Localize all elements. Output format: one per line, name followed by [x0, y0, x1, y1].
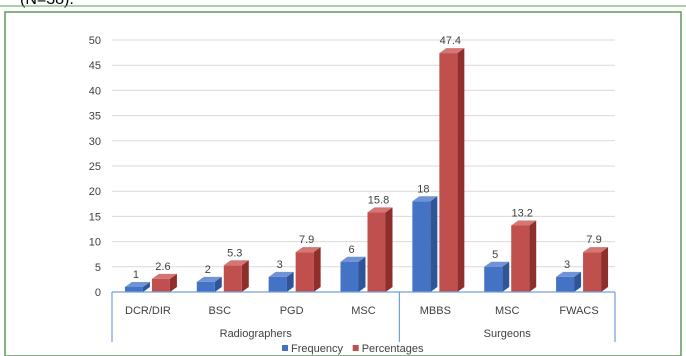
bar-top-face	[511, 220, 537, 226]
data-label: 15.8	[368, 194, 389, 206]
x-tick-label: FWACS	[559, 305, 598, 317]
bar-side-face	[286, 271, 294, 292]
data-label: 47.4	[440, 35, 461, 47]
data-label: 18	[417, 183, 429, 195]
bar-side-face	[601, 247, 609, 292]
bar	[412, 201, 431, 292]
legend-label: Frequency	[291, 343, 343, 355]
bar	[511, 225, 530, 292]
bar-side-face	[457, 48, 465, 292]
bar-top-face	[124, 281, 150, 287]
bars	[124, 48, 609, 292]
data-label: 3	[564, 259, 570, 271]
data-label: 3	[277, 259, 283, 271]
x-tick-label: DCR/DIR	[125, 305, 171, 317]
data-label: 1	[133, 269, 139, 281]
data-label: 2.6	[155, 261, 170, 273]
caption-text: (N=38).	[20, 0, 74, 9]
x-tick-label: MBBS	[420, 305, 451, 317]
bar-side-face	[529, 220, 537, 292]
bar	[439, 53, 458, 292]
bar	[583, 252, 602, 292]
y-tick-label: 10	[89, 237, 101, 249]
y-tick-label: 35	[89, 111, 101, 123]
y-tick-label: 30	[89, 136, 101, 148]
bar-side-face	[502, 261, 510, 292]
category-axis: DCR/DIR BSC PGD MSC MBBS MSC FWACS Radiographer…	[111, 291, 616, 342]
bar	[367, 212, 386, 292]
bar-side-face	[142, 281, 150, 292]
data-label: 13.2	[512, 207, 533, 219]
y-tick-label: 15	[89, 211, 101, 223]
bar	[151, 278, 170, 292]
bar-side-face	[574, 271, 582, 292]
data-labels: 1 2.6 2 5.3 3 7.9 6 15.8 18 47.4 5 13.2 3 7.9	[133, 35, 602, 281]
data-label: 2	[205, 264, 211, 276]
bar	[196, 281, 215, 292]
y-tick-label: 25	[89, 161, 101, 173]
bar-side-face	[169, 273, 177, 292]
data-label: 7.9	[586, 234, 601, 246]
y-tick-label: 0	[95, 287, 101, 299]
data-label: 7.9	[299, 234, 314, 246]
bar	[295, 252, 314, 292]
bar-top-face	[340, 256, 366, 262]
bar-side-face	[385, 207, 393, 292]
y-tick-label: 5	[95, 262, 101, 274]
bar-top-face	[196, 276, 222, 282]
data-label: 6	[348, 244, 354, 256]
bar-top-face	[268, 271, 294, 277]
legend-swatch	[352, 345, 359, 351]
data-label: 5.3	[227, 247, 242, 259]
bar-top-face	[583, 247, 609, 253]
caption-strip: (N=38).	[0, 0, 686, 12]
y-tick-label: 40	[89, 85, 101, 97]
bar-top-face	[367, 207, 393, 213]
bar	[268, 276, 287, 292]
bar-top-face	[151, 273, 177, 279]
legend-swatch	[282, 345, 288, 351]
bar	[340, 261, 359, 292]
bar-top-face	[412, 196, 438, 202]
bar-side-face	[241, 260, 249, 292]
bar-top-face	[556, 271, 582, 277]
bar-side-face	[430, 196, 438, 292]
bar-top-face	[484, 261, 510, 267]
x-tick-label: PGD	[280, 305, 304, 317]
bar	[484, 266, 503, 292]
y-tick-label: 45	[89, 60, 101, 72]
group-label: Surgeons	[484, 328, 532, 340]
bar-top-face	[439, 48, 465, 54]
group-label: Radiographers	[220, 328, 293, 340]
x-tick-label: MSC	[495, 305, 520, 317]
bar-side-face	[214, 276, 222, 292]
gridlines	[112, 39, 615, 293]
y-axis-ticks: 0 5 10 15 20 25 30 35 40 45 50	[89, 35, 101, 299]
y-tick-label: 20	[89, 186, 101, 198]
bar-side-face	[358, 256, 366, 292]
x-tick-label: BSC	[208, 305, 231, 317]
bar	[223, 265, 242, 292]
legend: Frequency Percentages	[282, 343, 424, 355]
x-tick-label: MSC	[351, 305, 376, 317]
y-tick-label: 50	[89, 35, 101, 47]
chart-border	[4, 11, 682, 356]
data-label: 5	[492, 249, 498, 261]
legend-label: Percentages	[362, 343, 424, 355]
bar-top-face	[223, 260, 249, 266]
bar-side-face	[313, 247, 321, 292]
bar-top-face	[295, 247, 321, 253]
bar	[556, 276, 575, 292]
bar	[124, 286, 143, 292]
